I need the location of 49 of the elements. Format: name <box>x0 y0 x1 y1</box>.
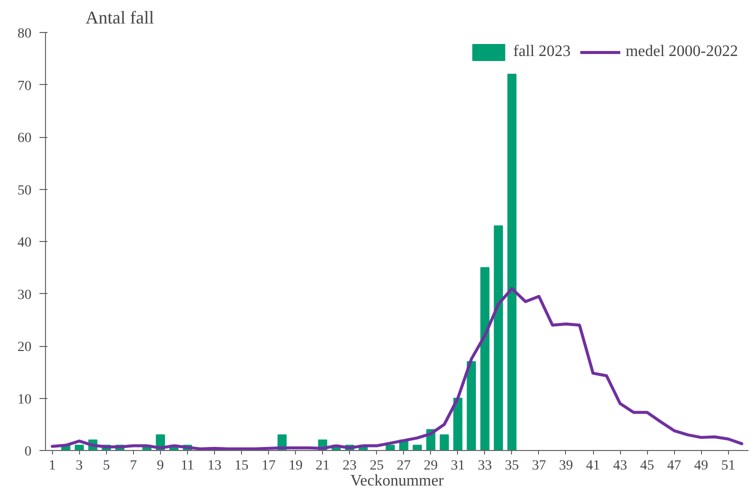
x-tick-label: 37 <box>532 458 546 474</box>
x-tick-label: 39 <box>558 458 573 474</box>
bar <box>440 434 449 450</box>
chart-title: Antal fall <box>86 8 154 28</box>
y-tick-label: 80 <box>18 26 32 42</box>
y-tick-label: 70 <box>18 78 32 94</box>
x-tick-label: 7 <box>130 458 137 474</box>
legend-label: fall 2023 <box>513 43 571 61</box>
x-tick-label: 25 <box>370 458 384 474</box>
x-tick-label: 23 <box>342 458 357 474</box>
x-tick-label: 33 <box>478 458 492 474</box>
x-tick-label: 13 <box>207 458 222 474</box>
bar <box>507 74 516 450</box>
x-tick-label: 47 <box>667 458 682 474</box>
x-tick-label: 27 <box>396 458 411 474</box>
x-tick-label: 35 <box>504 458 519 474</box>
bar <box>453 398 462 450</box>
x-tick-label: 45 <box>640 458 654 474</box>
bar <box>412 444 422 450</box>
x-tick-label: 21 <box>316 458 330 474</box>
x-tick-label: 31 <box>450 458 465 474</box>
x-tick-label: 11 <box>180 458 194 474</box>
line-series <box>50 287 744 450</box>
bar <box>480 267 490 450</box>
y-tick-label: 50 <box>18 183 32 198</box>
y-tick-label: 10 <box>18 392 32 408</box>
x-tick-label: 17 <box>262 458 276 474</box>
x-tick-label: 3 <box>76 458 83 474</box>
bar <box>74 444 84 450</box>
x-tick-label: 29 <box>424 458 438 474</box>
bar <box>466 361 476 450</box>
y-tick-label: 20 <box>18 340 32 355</box>
x-tick-label: 49 <box>694 458 708 474</box>
x-tick-label: 9 <box>156 458 164 474</box>
y-tick-label: 60 <box>18 131 32 146</box>
x-tick-label: 15 <box>234 458 249 474</box>
x-tick-label: 19 <box>288 458 303 474</box>
x-tick-label: 41 <box>586 458 600 474</box>
y-tick-label: 40 <box>18 236 32 250</box>
x-tick-label: 51 <box>721 458 736 474</box>
x-tick-label: 43 <box>613 458 628 474</box>
x-tick-label: 5 <box>102 458 110 474</box>
x-axis-title: Veckonummer <box>350 472 444 490</box>
bar <box>386 444 395 450</box>
bar <box>494 225 503 450</box>
x-tick-label: 1 <box>48 458 56 474</box>
legend-label: medel 2000-2022 <box>626 43 738 61</box>
y-tick-label: 0 <box>24 444 32 460</box>
y-tick-label: 30 <box>18 288 32 303</box>
